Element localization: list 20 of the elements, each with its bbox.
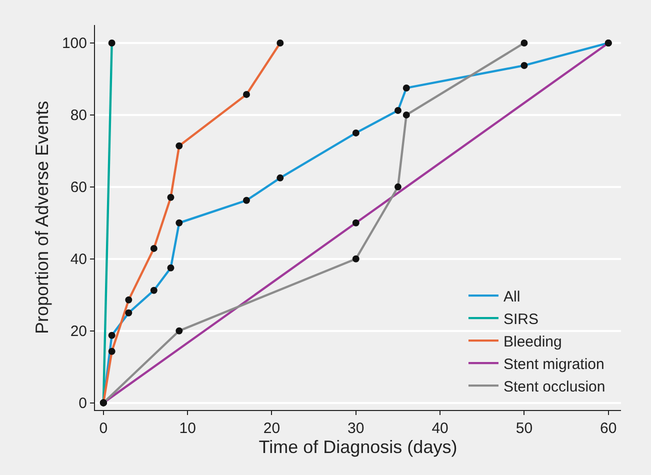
x-tick-label: 40 xyxy=(432,420,448,437)
legend-label: SIRS xyxy=(503,310,538,328)
legend-label: Stent occlusion xyxy=(503,378,606,396)
y-tick-label: 60 xyxy=(70,179,87,196)
x-tick-label: 50 xyxy=(516,420,533,437)
legend-label: Stent migration xyxy=(503,356,604,373)
legend-label: Bleeding xyxy=(503,333,562,350)
y-tick-label: 100 xyxy=(62,35,87,52)
y-tick-label: 20 xyxy=(70,323,87,340)
x-tick-label: 20 xyxy=(263,420,280,437)
y-tick-label: 40 xyxy=(70,251,87,268)
x-tick-label: 60 xyxy=(600,420,617,437)
y-tick-label: 80 xyxy=(70,107,87,124)
legend-label: All xyxy=(503,288,520,306)
x-tick-label: 10 xyxy=(179,420,196,437)
y-tick-label: 0 xyxy=(78,395,87,412)
x-axis-title: Time of Diagnosis (days) xyxy=(258,437,458,458)
x-tick-label: 0 xyxy=(99,420,108,437)
x-tick-label: 30 xyxy=(348,420,364,437)
y-axis-title: Proportion of Adverse Events xyxy=(32,100,52,334)
